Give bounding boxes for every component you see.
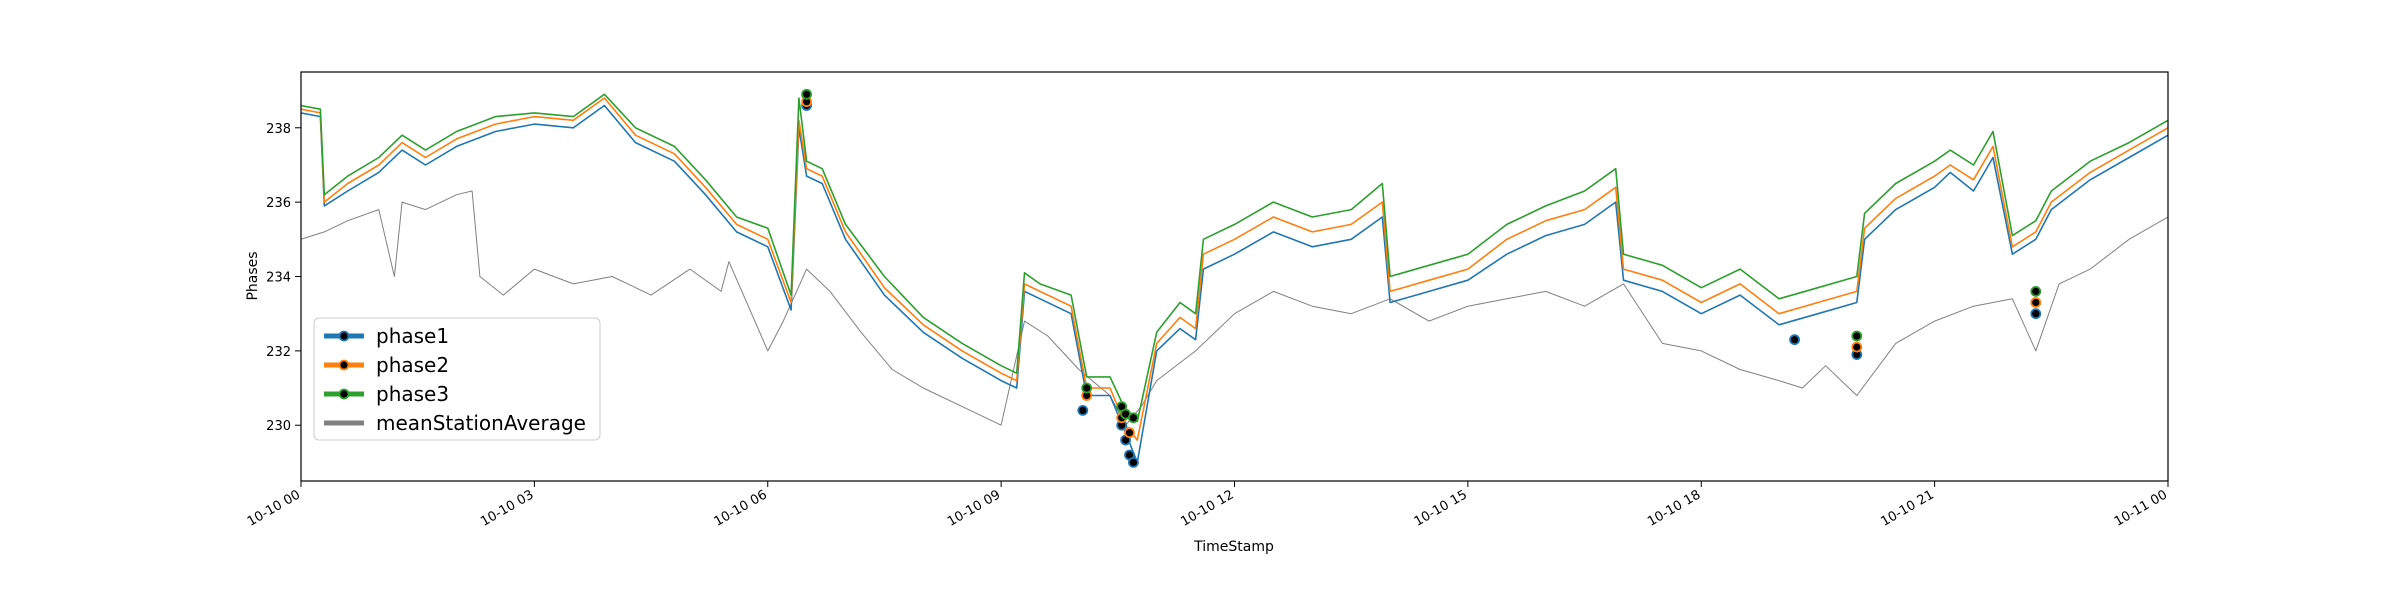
series-line-phase2 bbox=[301, 97, 2168, 441]
series-line-phase3 bbox=[301, 93, 2168, 423]
legend-label-phase1: phase1 bbox=[376, 324, 449, 348]
legend-marker-phase1 bbox=[338, 330, 350, 342]
y-tick-label: 234 bbox=[266, 271, 291, 286]
legend-marker-phase3 bbox=[338, 388, 350, 400]
x-tick-label: 10-10 21 bbox=[1879, 487, 1937, 529]
marker-phase3 bbox=[801, 88, 812, 100]
marker-phase2 bbox=[1851, 341, 1863, 353]
marker-phase3 bbox=[1081, 382, 1093, 394]
series-line-meanStationAverage bbox=[301, 190, 2168, 426]
y-tick-label: 232 bbox=[266, 345, 291, 360]
x-tick-label: 10-10 00 bbox=[245, 487, 303, 529]
legend-box bbox=[313, 317, 601, 441]
marker-phase1 bbox=[1077, 404, 1089, 416]
y-tick-label: 230 bbox=[266, 419, 291, 434]
y-tick-label: 238 bbox=[266, 122, 291, 137]
y-axis-label: Phases bbox=[245, 251, 261, 300]
plot-layer bbox=[301, 88, 2168, 468]
legend-label-phase3: phase3 bbox=[376, 382, 449, 406]
marker-phase1 bbox=[1789, 334, 1800, 346]
x-tick-label: 10-10 09 bbox=[945, 487, 1003, 529]
x-axis-label: TimeStamp bbox=[1193, 539, 1274, 555]
legend-label-phase2: phase2 bbox=[376, 353, 449, 377]
marker-phase3 bbox=[1128, 412, 1139, 424]
x-tick-label: 10-10 06 bbox=[712, 487, 770, 529]
x-tick-label: 10-10 03 bbox=[478, 487, 536, 529]
x-tick-label: 10-11 00 bbox=[2112, 487, 2170, 529]
marker-phase2 bbox=[2030, 297, 2042, 308]
marker-phase2 bbox=[1124, 427, 1135, 439]
x-tick-label: 10-10 12 bbox=[1178, 487, 1236, 529]
marker-phase3 bbox=[2030, 285, 2042, 297]
legend: phase1 phase2 phase3 meanStationAverage bbox=[313, 317, 601, 441]
series-line-phase1 bbox=[301, 104, 2168, 464]
legend-label-meanStationAverage: meanStationAverage bbox=[376, 411, 586, 435]
y-tick-label: 236 bbox=[266, 196, 291, 211]
x-axis: 10-10 00 10-10 03 10-10 06 10-10 09 10-10 12… bbox=[245, 481, 2170, 530]
y-axis: 230 232 234 236 238 bbox=[266, 122, 301, 434]
x-tick-label: 10-10 15 bbox=[1412, 487, 1470, 529]
marker-phase1 bbox=[1128, 456, 1139, 468]
marker-phase3 bbox=[1851, 330, 1863, 342]
legend-marker-phase2 bbox=[338, 359, 350, 371]
marker-phase1 bbox=[2030, 308, 2042, 320]
x-tick-label: 10-10 18 bbox=[1645, 487, 1703, 529]
